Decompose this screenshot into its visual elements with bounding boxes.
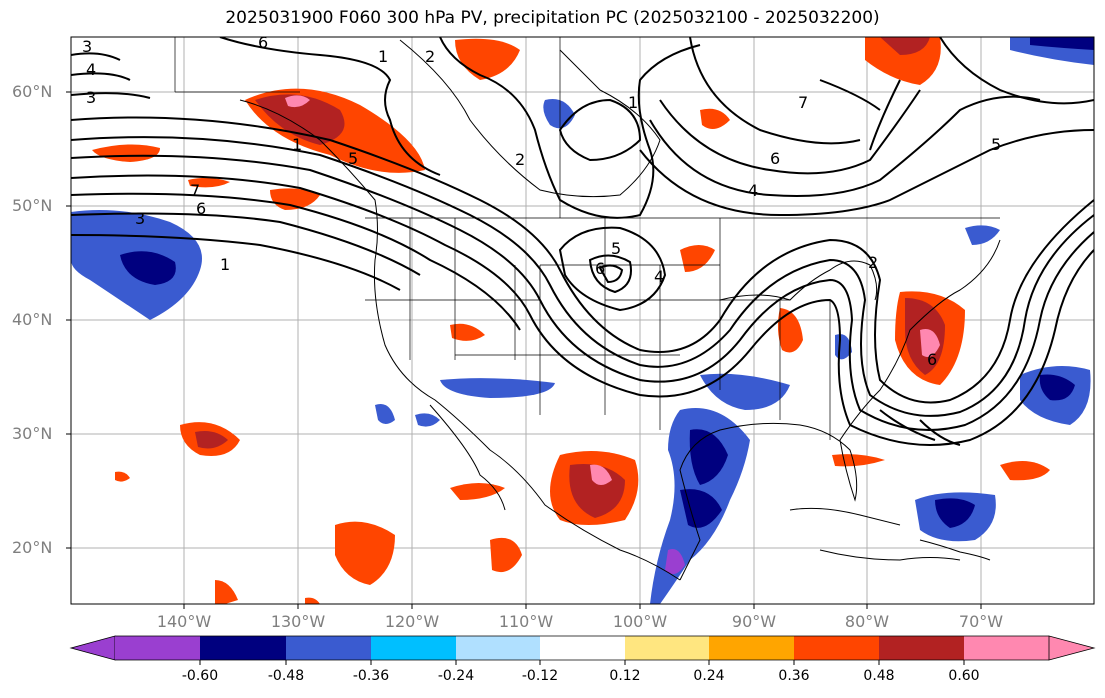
colorbar-tick-label: -0.24 bbox=[437, 668, 475, 684]
axis-ticks bbox=[66, 91, 982, 609]
contour-label: 6 bbox=[196, 199, 206, 218]
colorbar-tick-label: 0.24 bbox=[693, 668, 725, 684]
precipitation-fill bbox=[71, 37, 1094, 604]
colorbar-tick-label: -0.60 bbox=[181, 668, 219, 684]
lon-label: 120°W bbox=[384, 612, 440, 631]
colorbar-tick-label: 0.48 bbox=[863, 668, 895, 684]
contour-label: 2 bbox=[425, 47, 435, 66]
contour-labels: 3 4 3 6 1 2 1 7 6 3 1 5 6 4 2 1 7 6 4 2 … bbox=[82, 33, 1001, 369]
contour-label: 1 bbox=[220, 255, 230, 274]
lon-label: 130°W bbox=[270, 612, 326, 631]
colorbar-segment bbox=[1048, 635, 1096, 661]
colorbar-segment bbox=[286, 636, 371, 660]
contour-label: 2 bbox=[515, 150, 525, 169]
colorbar-segment bbox=[371, 636, 456, 660]
contour-label: 6 bbox=[258, 33, 268, 52]
coastlines bbox=[239, 39, 1001, 581]
colorbar-segment bbox=[709, 636, 794, 660]
contour-label: 3 bbox=[135, 209, 145, 228]
colorbar-segment bbox=[964, 636, 1049, 660]
contour-label: 4 bbox=[654, 267, 664, 286]
contour-label: 1 bbox=[378, 47, 388, 66]
colorbar bbox=[69, 635, 1096, 665]
lat-label: 20°N bbox=[12, 538, 53, 557]
lon-label: 80°W bbox=[844, 612, 890, 631]
contour-label: 5 bbox=[348, 149, 358, 168]
contour-label: 6 bbox=[927, 350, 937, 369]
contour-label: 5 bbox=[991, 135, 1001, 154]
contour-label: 1 bbox=[292, 135, 302, 154]
colorbar-tick-label: -0.48 bbox=[267, 668, 305, 684]
colorbar-tick-label: -0.12 bbox=[521, 668, 559, 684]
lon-label: 100°W bbox=[612, 612, 668, 631]
state-borders bbox=[174, 37, 1000, 440]
contour-label: 3 bbox=[82, 37, 92, 56]
contour-label: 7 bbox=[798, 93, 808, 112]
colorbar-segment bbox=[794, 636, 879, 660]
contour-label: 4 bbox=[748, 181, 758, 200]
lon-label: 90°W bbox=[731, 612, 777, 631]
colorbar-tick-label: 0.12 bbox=[609, 668, 641, 684]
pv-contours bbox=[71, 37, 1094, 446]
lat-label: 50°N bbox=[12, 196, 53, 215]
lat-label: 30°N bbox=[12, 424, 53, 443]
lon-label: 140°W bbox=[156, 612, 212, 631]
colorbar-segment bbox=[69, 635, 116, 661]
colorbar-segment bbox=[879, 636, 964, 660]
lon-label: 70°W bbox=[958, 612, 1004, 631]
contour-label: 6 bbox=[595, 259, 605, 278]
colorbar-segment bbox=[200, 636, 286, 660]
colorbar-tick-label: -0.36 bbox=[352, 668, 390, 684]
lat-label: 60°N bbox=[12, 82, 53, 101]
contour-label: 3 bbox=[86, 88, 96, 107]
lat-label: 40°N bbox=[12, 310, 53, 329]
contour-label: 4 bbox=[86, 60, 96, 79]
colorbar-segment bbox=[456, 636, 540, 660]
contour-label: 1 bbox=[628, 93, 638, 112]
map-title: 2025031900 F060 300 hPa PV, precipitatio… bbox=[225, 8, 880, 28]
contour-label: 5 bbox=[611, 239, 621, 258]
colorbar-segment bbox=[115, 636, 200, 660]
contour-label: 2 bbox=[868, 253, 878, 272]
contour-label: 6 bbox=[770, 149, 780, 168]
lon-label: 110°W bbox=[498, 612, 554, 631]
colorbar-segment bbox=[625, 636, 709, 660]
colorbar-tick-label: 0.60 bbox=[948, 668, 980, 684]
colorbar-tick-label: 0.36 bbox=[778, 668, 810, 684]
contour-label: 7 bbox=[190, 181, 200, 200]
colorbar-segment bbox=[540, 636, 625, 660]
